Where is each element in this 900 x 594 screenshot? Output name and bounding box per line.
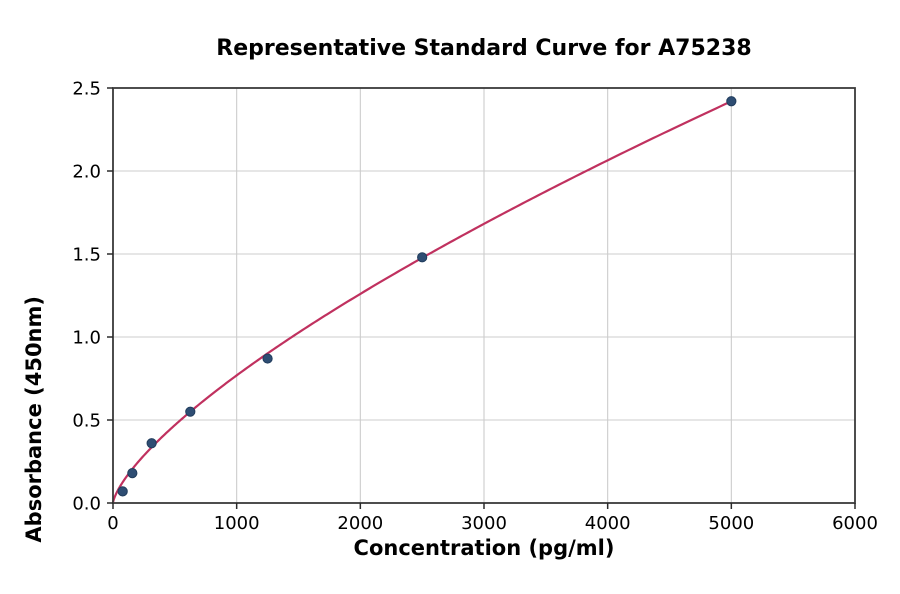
data-point xyxy=(726,96,737,107)
data-point xyxy=(185,406,196,417)
y-tick-label: 1.5 xyxy=(72,245,101,266)
data-point xyxy=(417,252,428,263)
x-tick-label: 4000 xyxy=(585,513,631,534)
x-tick-label: 6000 xyxy=(832,513,878,534)
y-tick-label: 0.5 xyxy=(72,411,101,432)
data-point xyxy=(262,353,273,364)
x-axis-label: Concentration (pg/ml) xyxy=(353,536,615,560)
y-tick-label: 1.0 xyxy=(72,328,101,349)
y-tick-label: 0.0 xyxy=(72,494,101,515)
x-tick-label: 2000 xyxy=(337,513,383,534)
y-tick-label: 2.5 xyxy=(72,79,101,100)
x-tick-label: 0 xyxy=(107,513,118,534)
chart-title: Representative Standard Curve for A75238 xyxy=(216,36,752,61)
x-tick-label: 5000 xyxy=(708,513,754,534)
x-tick-label: 1000 xyxy=(214,513,260,534)
fit-curve xyxy=(112,100,733,504)
data-point xyxy=(146,438,157,449)
y-tick-label: 2.0 xyxy=(72,162,101,183)
data-point xyxy=(127,468,138,479)
x-tick-label: 3000 xyxy=(461,513,507,534)
y-axis-label-text: Absorbance (450nm) xyxy=(22,296,46,543)
data-point xyxy=(117,486,128,497)
